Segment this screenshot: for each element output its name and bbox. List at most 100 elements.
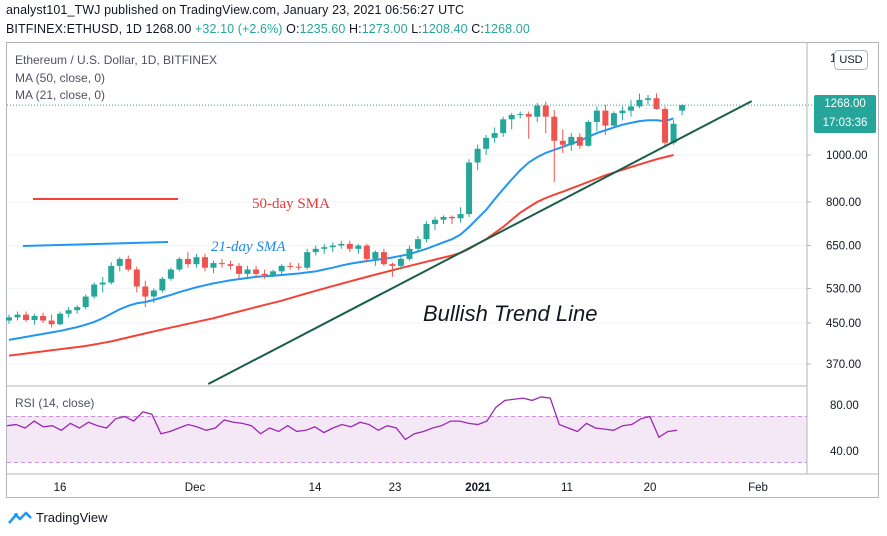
candle-39 xyxy=(338,243,345,246)
rsi-layer xyxy=(6,385,807,463)
candle-23 xyxy=(201,257,208,268)
candle-2 xyxy=(23,314,30,321)
candle-44 xyxy=(380,252,387,265)
time-tick-2: 14 xyxy=(309,482,322,494)
candle-31 xyxy=(270,271,277,276)
symbol-quote-line: BITFINEX:ETHUSD, 1D 1268.00 +32.10 (+2.6… xyxy=(6,22,530,36)
candle-61 xyxy=(525,114,532,117)
last-price-tag: 1268.00 17:03:36 xyxy=(814,95,876,133)
rsi-tick-1: 40.00 xyxy=(830,446,859,458)
tradingview-logo-icon xyxy=(8,511,32,524)
ma50-layer xyxy=(8,154,674,357)
rsi-line xyxy=(6,396,678,441)
time-axis: 16 Dec 14 23 2021 11 20 Feb xyxy=(7,473,879,494)
candle-3 xyxy=(31,315,38,321)
candle-59 xyxy=(508,114,515,120)
candle-77 xyxy=(662,108,669,143)
publish-info: analyst101_TWJ published on TradingView.… xyxy=(6,3,465,17)
candle-15 xyxy=(133,269,140,287)
candle-75 xyxy=(645,98,651,100)
candle-65 xyxy=(559,140,566,145)
candle-17 xyxy=(150,290,157,297)
candle-19 xyxy=(167,269,174,279)
open-label: O: xyxy=(286,22,300,36)
candle-58 xyxy=(500,119,507,134)
ma50-legend: MA (50, close, 0) xyxy=(15,71,106,85)
footer-brand-text: TradingView xyxy=(36,510,108,525)
candle-18 xyxy=(159,278,166,291)
candle-50 xyxy=(432,219,438,225)
rsi-legend: RSI (14, close) xyxy=(15,396,95,410)
candle-32 xyxy=(278,265,285,272)
candle-5 xyxy=(48,320,55,325)
sma50-annotation: 50-day SMA xyxy=(252,196,330,212)
trend-line xyxy=(207,100,753,385)
time-tick-4: 2021 xyxy=(465,482,491,494)
candle-13 xyxy=(116,258,123,266)
candle-47 xyxy=(406,248,413,259)
candle-34 xyxy=(295,266,302,268)
price-tick-0: 1000.00 xyxy=(826,150,868,162)
candle-67 xyxy=(576,136,583,146)
price-tag-value: 1268.00 xyxy=(824,98,866,110)
time-tick-0: 16 xyxy=(54,482,67,494)
low-value: 1208.40 xyxy=(421,22,468,36)
candles-layer xyxy=(6,93,686,328)
candle-45 xyxy=(389,264,396,266)
candle-20 xyxy=(176,258,183,270)
price-tag-countdown: 17:03:36 xyxy=(822,117,868,129)
high-value: 1273.00 xyxy=(361,22,408,36)
candle-63 xyxy=(542,105,549,117)
close-value: 1268.00 xyxy=(484,22,530,36)
candle-56 xyxy=(483,137,490,149)
close-label: C: xyxy=(471,22,484,36)
trend-layer xyxy=(7,100,812,385)
candle-64 xyxy=(551,116,558,141)
candle-16 xyxy=(142,286,149,297)
price-tick-5: 370.00 xyxy=(826,359,861,371)
candle-21 xyxy=(184,258,191,265)
chart-frame[interactable] xyxy=(6,42,879,498)
candle-27 xyxy=(236,265,243,274)
candle-37 xyxy=(321,247,328,249)
candle-55 xyxy=(474,148,481,163)
candle-71 xyxy=(610,113,617,126)
chart-title: Ethereum / U.S. Dollar, 1D, BITFINEX xyxy=(15,53,218,67)
ma50-line xyxy=(8,154,674,357)
candle-72 xyxy=(619,110,626,114)
candle-79 xyxy=(679,105,686,111)
candle-78 xyxy=(670,123,677,143)
time-tick-5: 11 xyxy=(561,482,573,494)
candle-46 xyxy=(397,258,404,266)
candle-38 xyxy=(329,245,336,248)
price-tick-2: 650.00 xyxy=(826,241,861,253)
candle-66 xyxy=(568,136,575,145)
candle-60 xyxy=(517,114,524,116)
footer-brand[interactable]: TradingView xyxy=(8,510,108,525)
price-axis: 1 1000.00 800.00 650.00 530.00 450.00 370.00 xyxy=(806,42,868,474)
candle-40 xyxy=(346,243,353,249)
candle-1 xyxy=(14,314,21,318)
candle-29 xyxy=(253,269,260,274)
time-tick-3: 23 xyxy=(389,482,402,494)
price-change: +32.10 (+2.6%) xyxy=(195,22,283,36)
currency-button[interactable]: USD xyxy=(834,50,868,70)
candle-70 xyxy=(602,110,609,126)
rsi-tick-0: 80.00 xyxy=(830,400,859,412)
low-label: L: xyxy=(411,22,422,36)
candle-7 xyxy=(65,310,72,314)
candle-8 xyxy=(74,307,81,311)
candle-57 xyxy=(491,133,498,138)
candle-54 xyxy=(466,162,473,215)
candle-35 xyxy=(304,252,311,268)
candle-24 xyxy=(210,263,217,268)
ma21-legend: MA (21, close, 0) xyxy=(15,88,106,102)
candle-62 xyxy=(534,105,541,117)
candle-74 xyxy=(636,99,643,107)
price-tick-1: 800.00 xyxy=(826,197,861,209)
candle-49 xyxy=(423,224,430,240)
ma21-legend-sample xyxy=(22,241,169,247)
candle-10 xyxy=(91,284,98,297)
time-tick-1: Dec xyxy=(185,482,206,494)
